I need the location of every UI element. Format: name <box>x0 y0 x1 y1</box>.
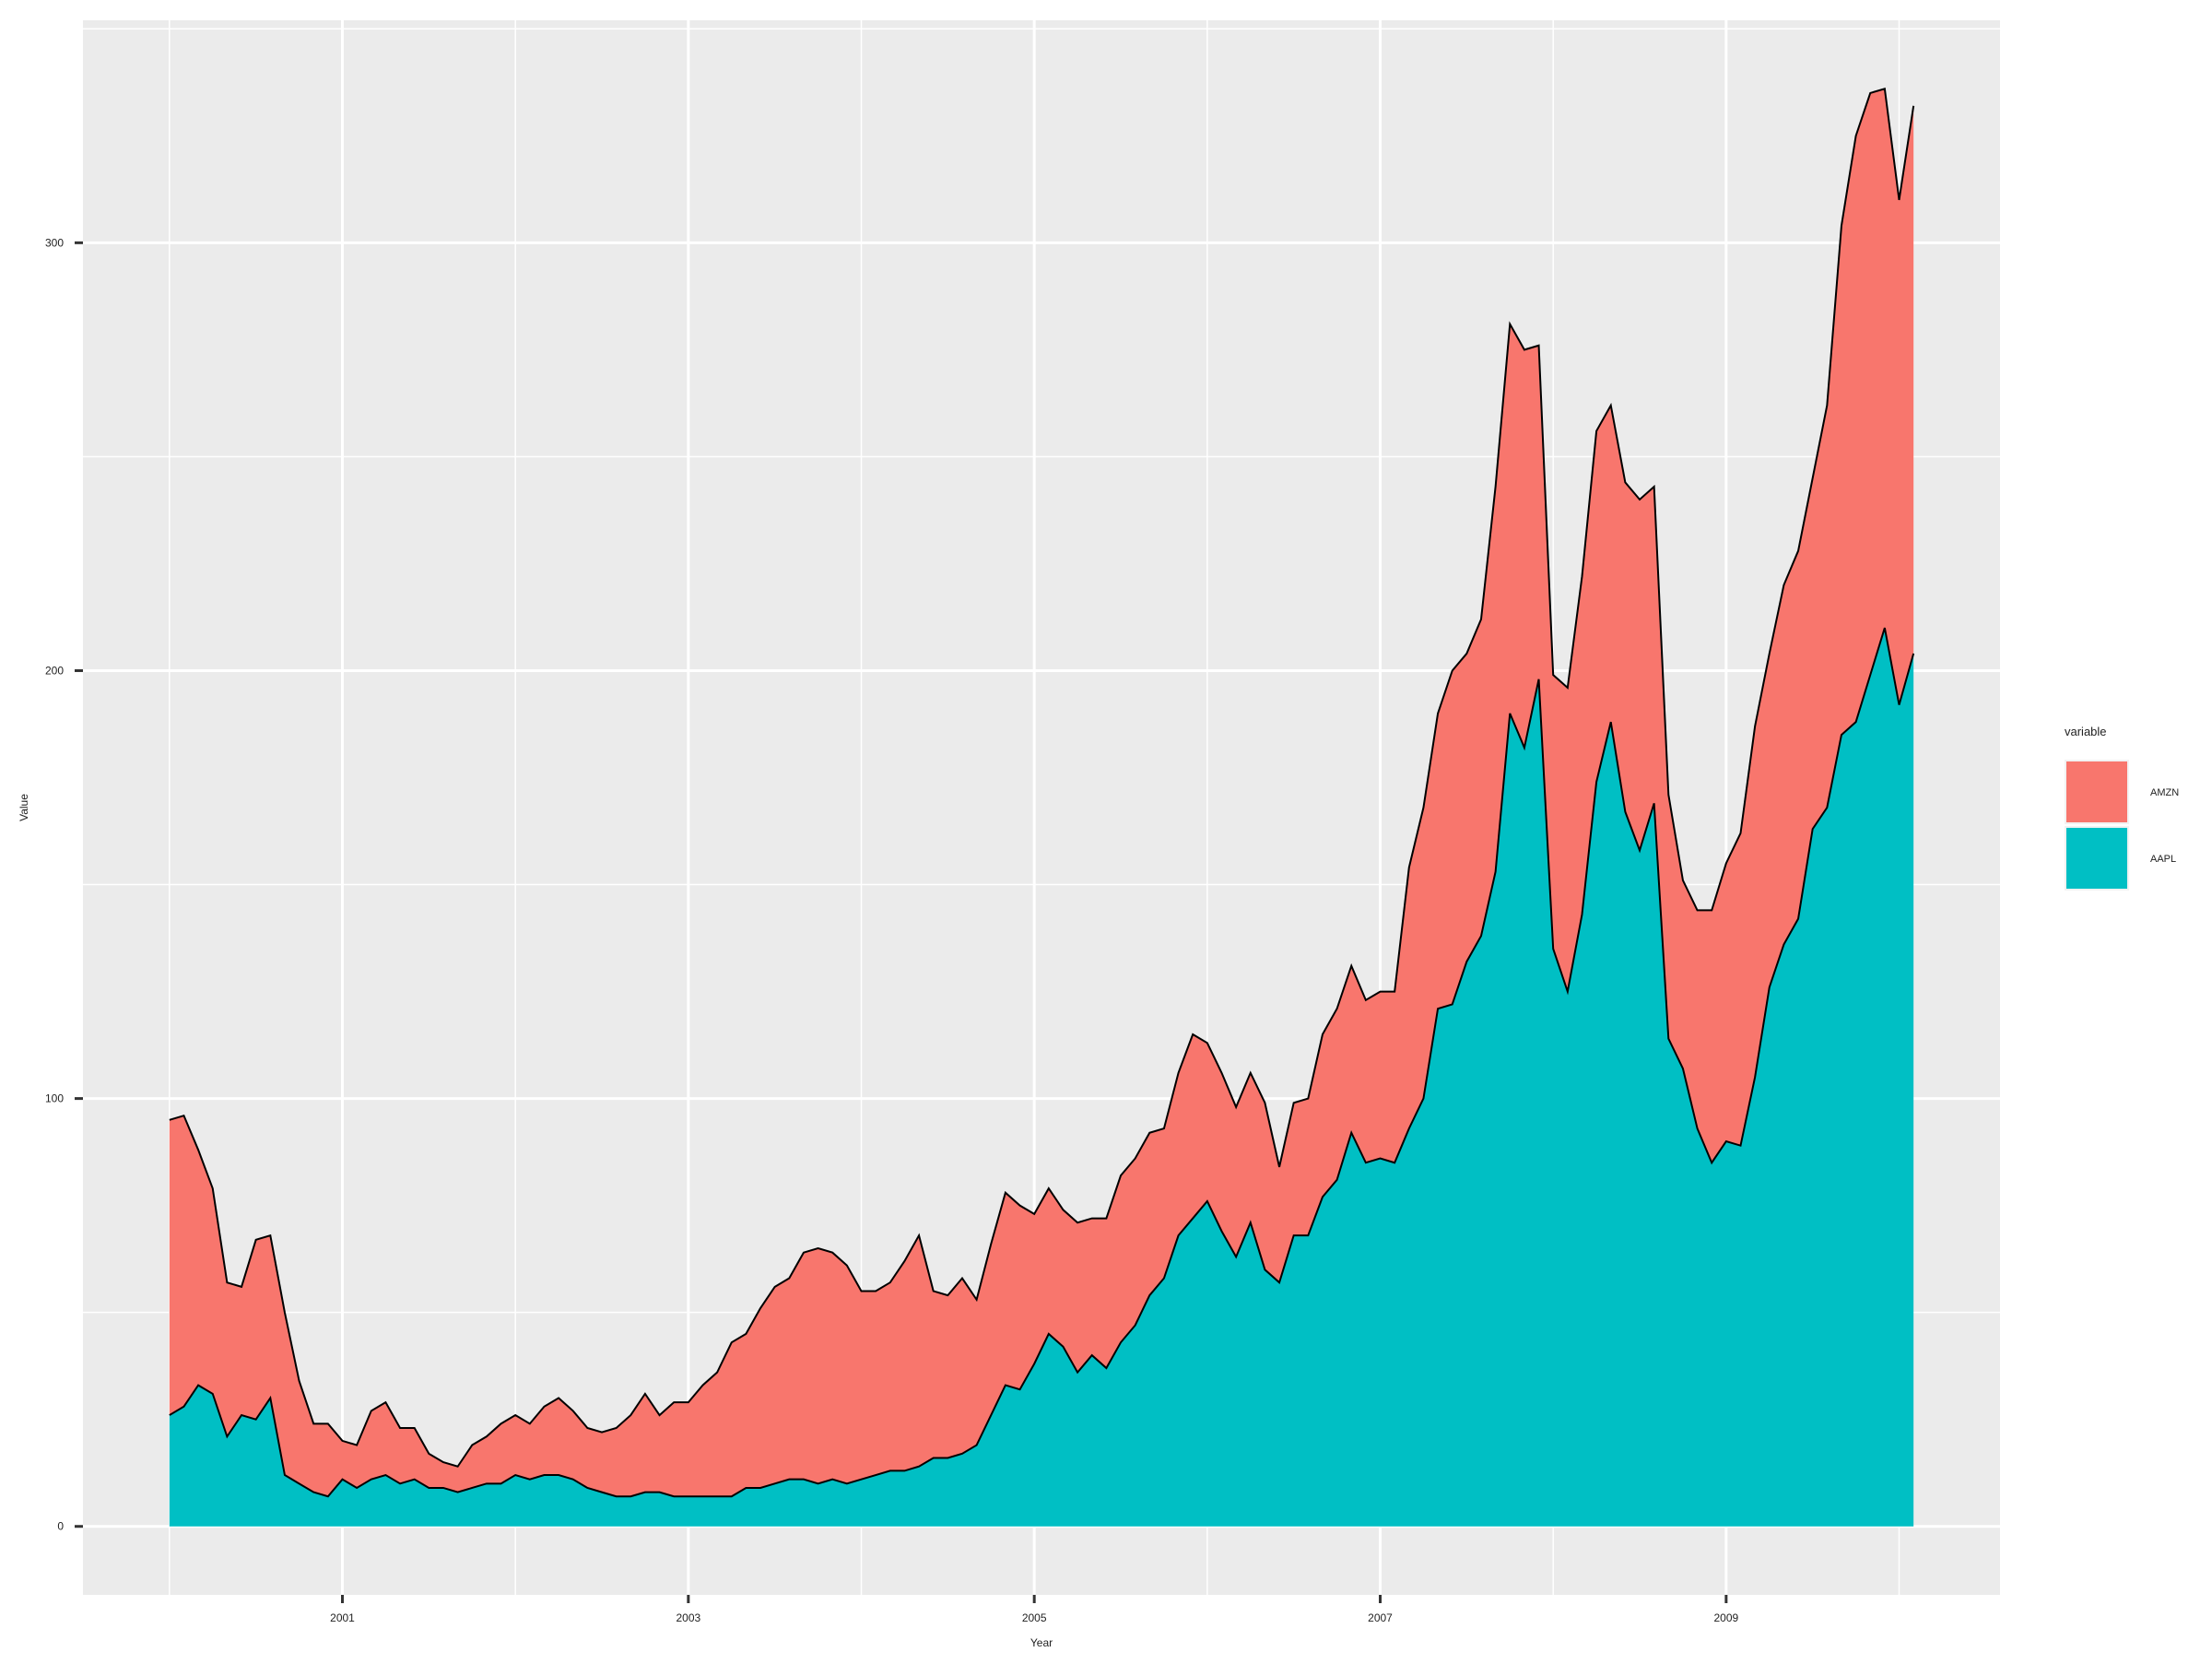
x-tick-label: 2001 <box>330 1611 355 1624</box>
area-aapl <box>169 628 1914 1527</box>
x-tick-label: 2003 <box>676 1611 700 1624</box>
x-tick-label: 2005 <box>1022 1611 1047 1624</box>
y-axis-title: Value <box>18 794 30 821</box>
legend: variable AMZN AAPL <box>2065 725 2179 891</box>
x-axis: 2001 2003 2005 2007 2009 <box>330 1595 1739 1624</box>
y-axis: 0 100 200 300 <box>45 236 83 1533</box>
x-tick-label: 2009 <box>1714 1611 1739 1624</box>
area-amzn <box>169 89 1914 1497</box>
area-outlines <box>169 87 1915 1498</box>
outline-aapl <box>169 627 1915 1498</box>
legend-title: variable <box>2065 725 2107 738</box>
x-tick-label: 2007 <box>1368 1611 1393 1624</box>
area-layers <box>169 89 1914 1527</box>
outline-total <box>169 87 1915 1468</box>
legend-swatch-amzn <box>2066 761 2127 822</box>
x-axis-title: Year <box>1030 1636 1053 1649</box>
legend-label-aapl: AAPL <box>2150 854 2176 865</box>
y-tick-label: 200 <box>45 664 64 677</box>
legend-swatch-aapl <box>2066 828 2127 889</box>
y-tick-label: 300 <box>45 236 64 249</box>
legend-label-amzn: AMZN <box>2150 787 2179 798</box>
y-tick-label: 100 <box>45 1092 64 1105</box>
y-tick-label: 0 <box>57 1520 64 1533</box>
